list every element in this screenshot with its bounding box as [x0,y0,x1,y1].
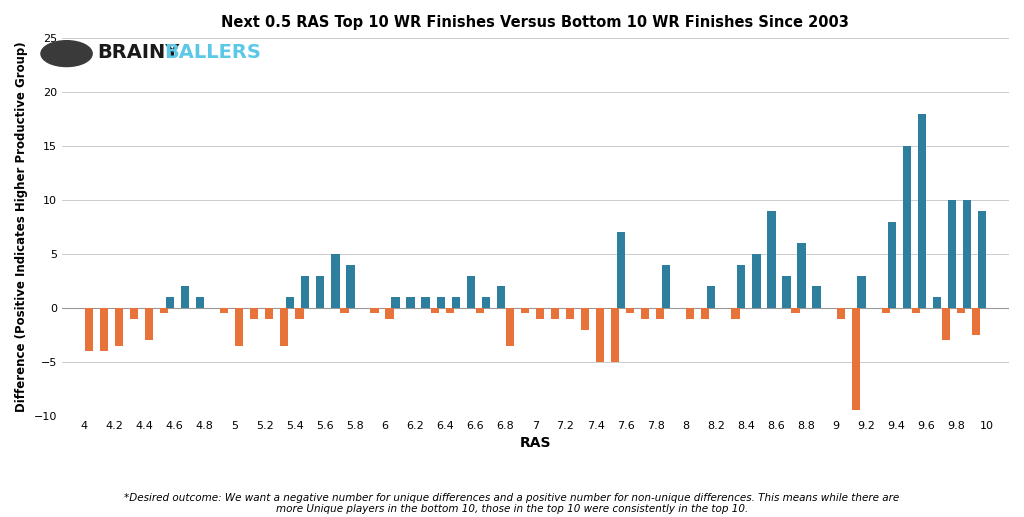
Bar [407,297,415,308]
Bar [731,308,739,319]
Bar [385,308,394,319]
Bar [767,211,775,308]
Bar [978,211,986,308]
Bar [436,297,444,308]
Bar [857,276,865,308]
Bar [852,308,860,410]
Bar [181,286,189,308]
Bar [656,308,665,319]
Text: BRAINY: BRAINY [97,43,179,62]
Bar [888,222,896,308]
Y-axis label: Difference (Positive Indicates Higher Productive Group): Difference (Positive Indicates Higher Pr… [15,42,28,413]
Bar [391,297,399,308]
Bar [942,308,950,340]
Bar [476,308,484,313]
Bar [166,297,174,308]
Bar [812,286,820,308]
Bar [963,200,971,308]
Bar [536,308,544,319]
Bar [115,308,123,346]
Bar [281,308,289,346]
Bar [430,308,439,313]
Bar [663,265,671,308]
Bar [701,308,710,319]
Bar [452,297,460,308]
Title: Next 0.5 RAS Top 10 WR Finishes Versus Bottom 10 WR Finishes Since 2003: Next 0.5 RAS Top 10 WR Finishes Versus B… [221,15,849,30]
Bar [286,297,295,308]
Text: BALLERS: BALLERS [164,43,261,62]
Bar [422,297,430,308]
Bar [220,308,228,313]
Bar [972,308,980,335]
Bar [445,308,454,313]
Bar [295,308,303,319]
Bar [481,297,489,308]
Bar [566,308,574,319]
Bar [521,308,529,313]
Bar [737,265,745,308]
Bar [596,308,604,362]
Bar [918,114,926,308]
Bar [902,146,911,308]
Bar [956,308,965,313]
Bar [85,308,93,351]
Bar [340,308,348,313]
Bar [947,200,956,308]
Bar [506,308,514,346]
Bar [497,286,505,308]
Bar [911,308,920,313]
Bar [626,308,634,313]
Bar [753,254,761,308]
Bar [641,308,649,319]
Bar [611,308,620,362]
Bar [616,233,626,308]
Bar [792,308,800,313]
Bar [145,308,154,340]
Bar [346,265,354,308]
Bar [316,276,325,308]
Bar [99,308,109,351]
Bar [933,297,941,308]
Bar [782,276,791,308]
Text: *Desired outcome: We want a negative number for unique differences and a positiv: *Desired outcome: We want a negative num… [124,493,900,514]
X-axis label: RAS: RAS [519,436,551,450]
Bar [196,297,204,308]
Bar [686,308,694,319]
Bar [301,276,309,308]
Bar [236,308,244,346]
Bar [160,308,168,313]
Bar [250,308,258,319]
Bar [882,308,890,313]
Bar [798,243,806,308]
Bar [331,254,340,308]
Bar [130,308,138,319]
Bar [467,276,475,308]
Bar [371,308,379,313]
Bar [837,308,845,319]
Bar [581,308,589,329]
Bar [708,286,716,308]
Bar [265,308,273,319]
Bar [551,308,559,319]
